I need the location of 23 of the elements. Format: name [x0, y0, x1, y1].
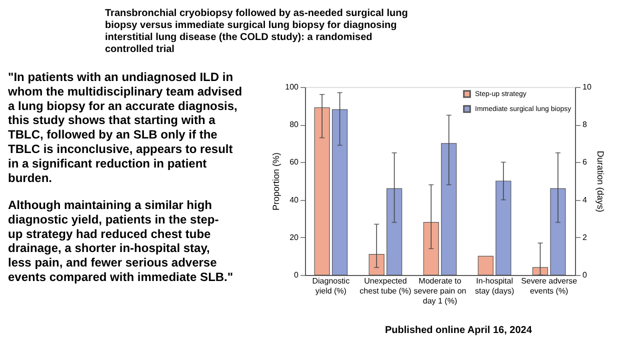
- x-tick-label: Severe adverse events (%): [521, 276, 578, 296]
- text: Although maintaining a similar high diagnostic yield, patients in the step-up strategy had reduced chest tube drainage, a shorter in-hospital stay, less pain, and fewer serious adverse events compared with immediate SLB.": [8, 198, 234, 284]
- x-tick-label: In-hospital stay (days): [474, 276, 514, 296]
- y-tick-label: 100: [285, 82, 300, 92]
- y-tick-label: 40: [290, 195, 300, 204]
- text: Published online April 16, 2024: [385, 325, 532, 336]
- y2-tick-label: 10: [582, 82, 592, 92]
- y-axis-title: Proportion (%): [271, 152, 282, 211]
- text: "In patients with an undiagnosed ILD in whom the multidisciplinary team advised a lung biopsy for an accurate diagnosis, this study shows that starting with a TBLC, followed by an SLB only if the TBLC is inconclusive, appears to result in a significant reduction in patient burden.: [7, 70, 242, 185]
- y-tick-label: 80: [290, 120, 300, 130]
- y-tick-label: 60: [290, 158, 300, 167]
- y-tick-label: 0: [294, 270, 300, 280]
- x-tick-label: Moderate to severe pain on day 1 (%): [414, 276, 466, 306]
- x-tick-label: Diagnostic yield (%): [312, 276, 350, 296]
- y2-tick-label: 4: [582, 195, 588, 204]
- y2-tick-label: 6: [582, 158, 588, 167]
- y-tick-label: 20: [290, 232, 300, 242]
- y2-tick-label: 8: [582, 120, 588, 130]
- x-tick-label: Unexpected chest tube (%): [360, 276, 412, 296]
- y2-axis-title: Duration (days): [595, 150, 606, 212]
- y2-tick-label: 2: [582, 232, 588, 242]
- chart-title: Transbronchial cryobiopsy followed by as-needed surgical lung biopsy versus immediate surgical lung biopsy for diagnosing interstitial lung disease (the COLD study): a randomised controlled trial: [105, 8, 408, 55]
- y2-tick-label: 0: [582, 270, 588, 280]
